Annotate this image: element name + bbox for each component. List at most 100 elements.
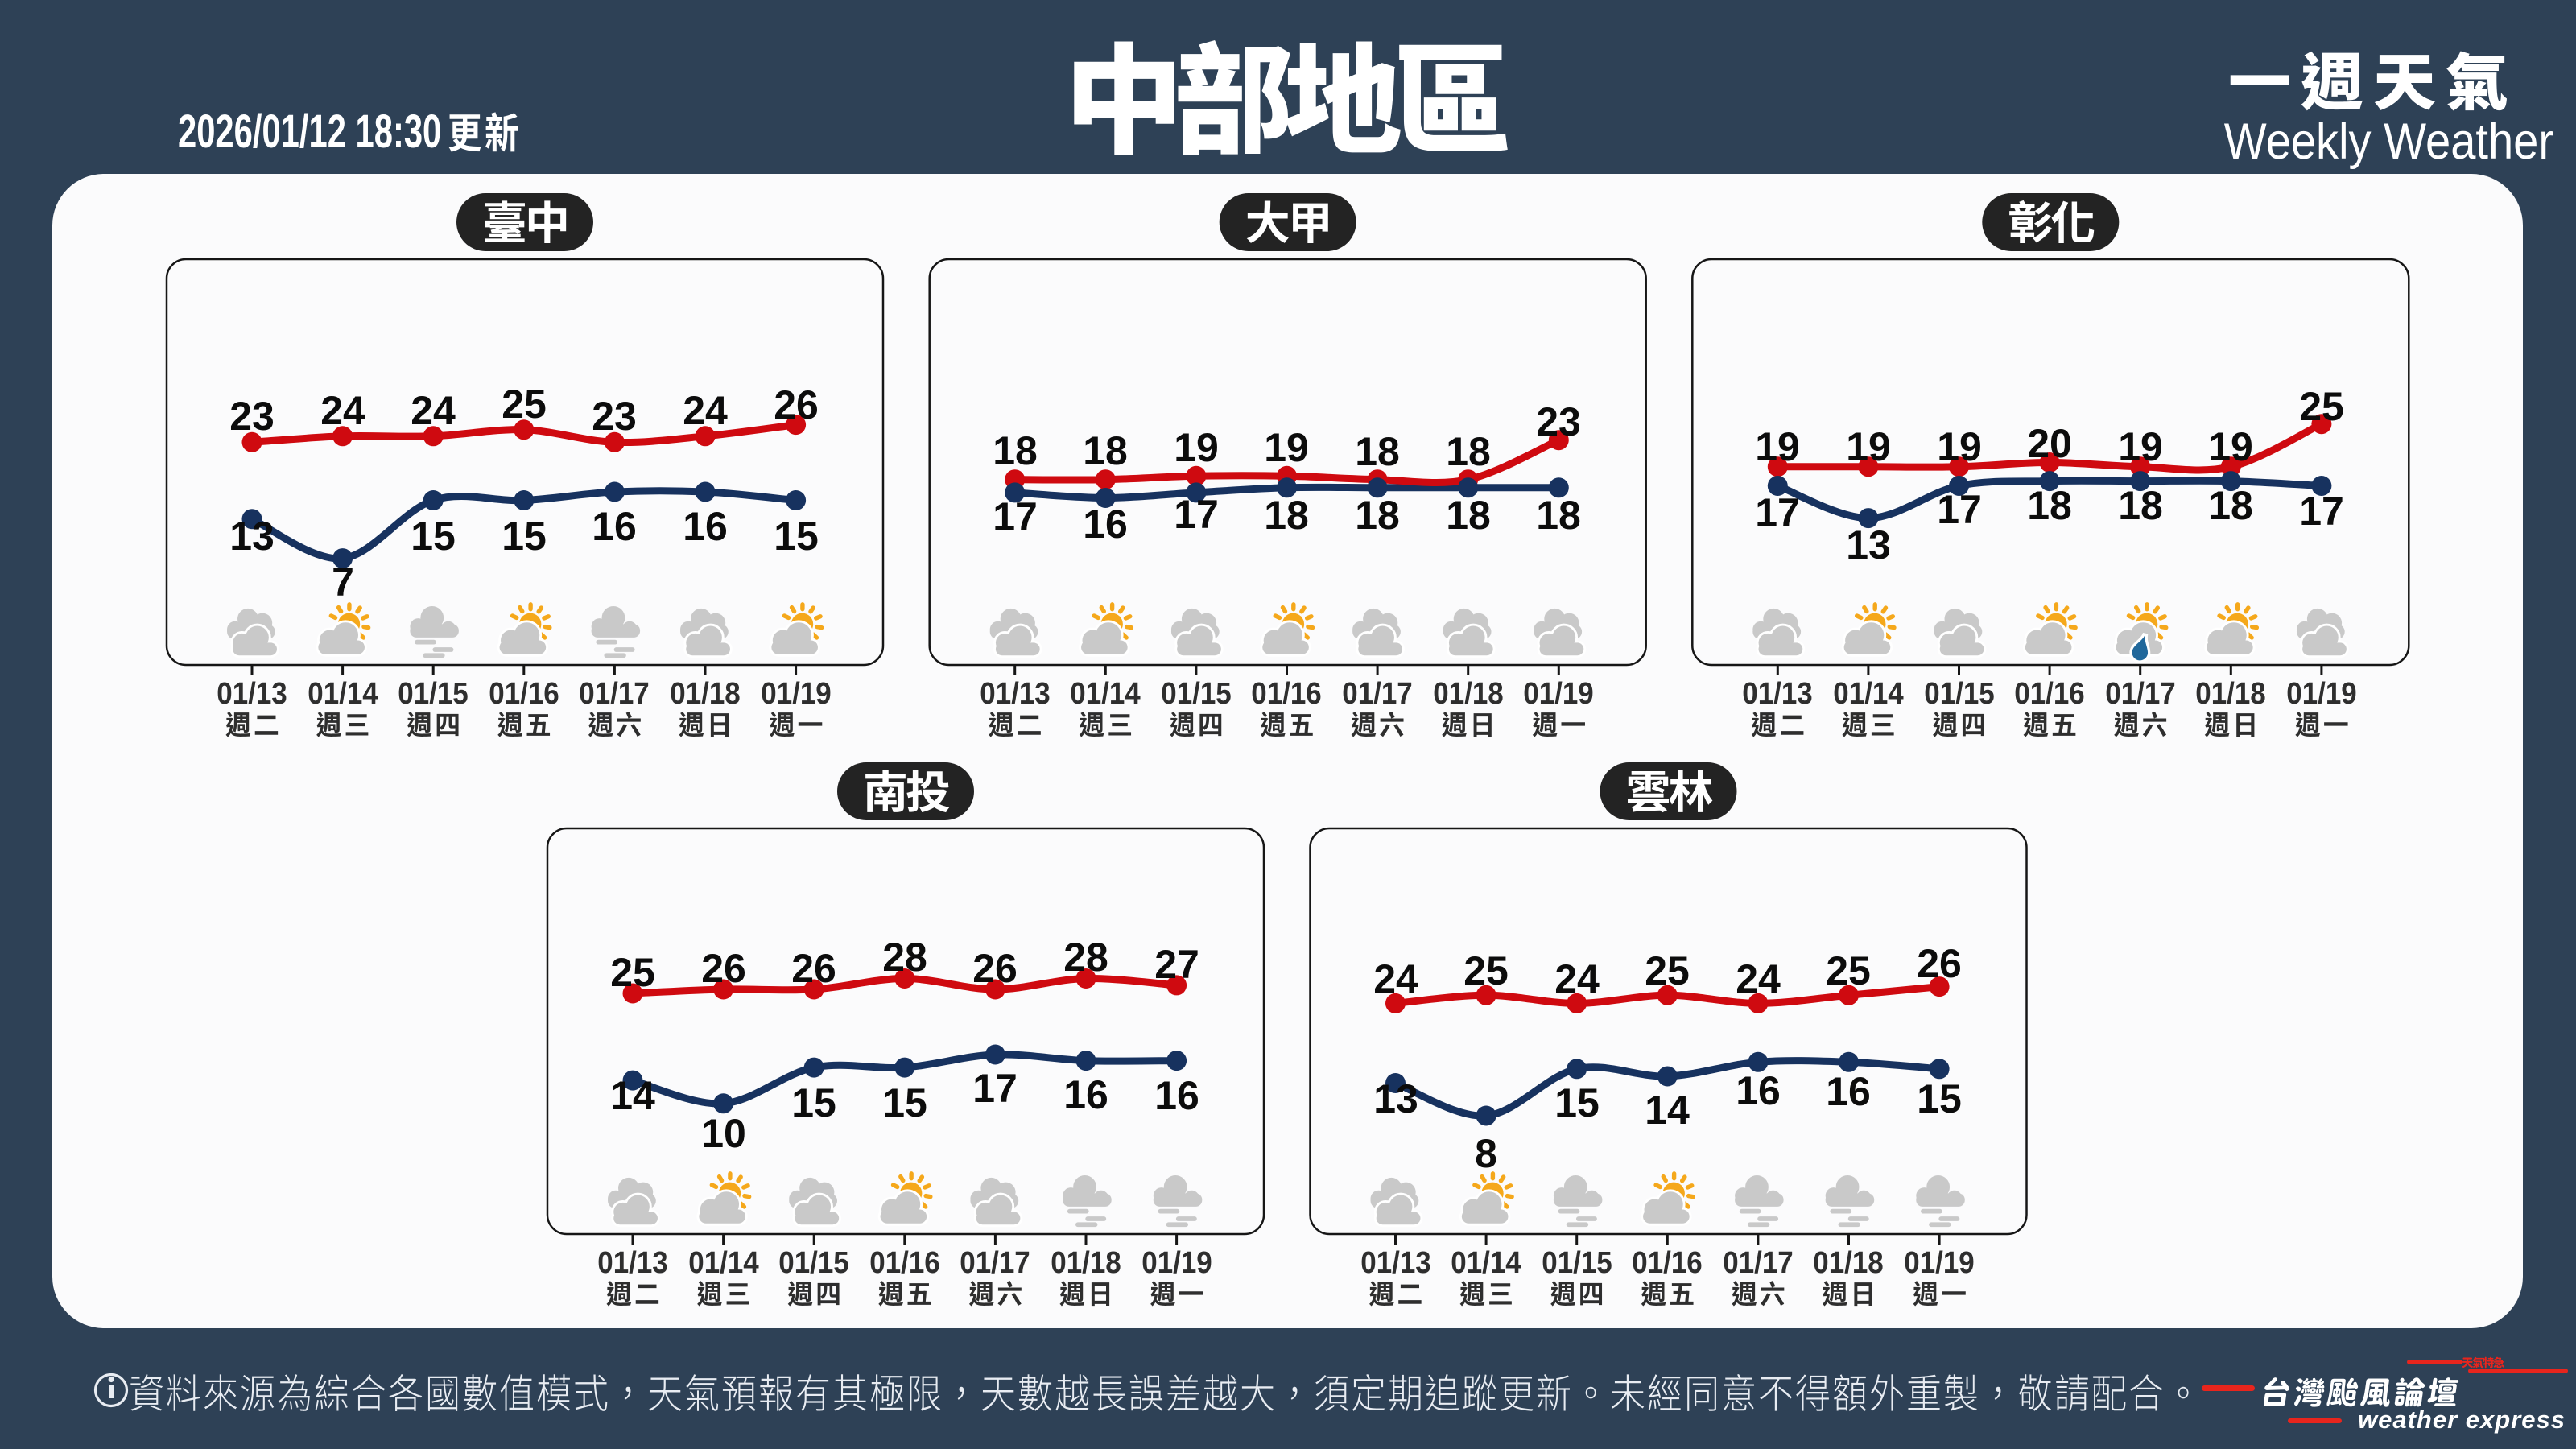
svg-text:25: 25 (1826, 948, 1871, 993)
svg-text:15: 15 (502, 514, 547, 559)
svg-text:15: 15 (791, 1080, 836, 1125)
svg-text:24: 24 (1554, 956, 1600, 1001)
svg-text:19: 19 (1174, 425, 1219, 470)
svg-text:01/17: 01/17 (1723, 1245, 1793, 1280)
svg-text:18: 18 (1083, 428, 1128, 473)
svg-text:01/17: 01/17 (2105, 676, 2175, 711)
svg-text:15: 15 (411, 514, 456, 559)
svg-text:10: 10 (701, 1111, 746, 1156)
svg-text:19: 19 (1755, 424, 1800, 469)
svg-text:25: 25 (1463, 948, 1509, 993)
svg-text:18: 18 (1536, 493, 1581, 538)
svg-text:18: 18 (1355, 493, 1400, 538)
svg-text:01/19: 01/19 (1141, 1245, 1212, 1280)
svg-text:16: 16 (1736, 1068, 1781, 1113)
svg-text:26: 26 (701, 946, 746, 991)
svg-text:01/18: 01/18 (1051, 1245, 1121, 1280)
svg-text:27: 27 (1154, 942, 1199, 987)
svg-text:15: 15 (1554, 1080, 1600, 1125)
svg-text:18: 18 (2027, 483, 2072, 528)
svg-text:01/14: 01/14 (1451, 1245, 1521, 1280)
svg-text:17: 17 (972, 1066, 1018, 1111)
svg-text:01/17: 01/17 (579, 676, 649, 711)
svg-text:01/18: 01/18 (670, 676, 740, 711)
svg-text:19: 19 (1846, 424, 1891, 469)
svg-text:15: 15 (882, 1080, 927, 1125)
svg-text:24: 24 (1736, 956, 1781, 1001)
svg-text:17: 17 (2299, 489, 2344, 534)
svg-text:01/16: 01/16 (1251, 676, 1321, 711)
svg-text:18: 18 (1264, 493, 1309, 538)
svg-text:26: 26 (774, 382, 819, 427)
svg-text:01/19: 01/19 (2286, 676, 2356, 711)
svg-text:23: 23 (229, 394, 275, 439)
svg-text:01/13: 01/13 (597, 1245, 667, 1280)
svg-text:19: 19 (1264, 425, 1309, 470)
svg-text:17: 17 (1174, 492, 1219, 537)
svg-text:26: 26 (1917, 941, 1962, 986)
svg-text:01/15: 01/15 (1542, 1245, 1612, 1280)
svg-text:16: 16 (683, 504, 728, 549)
svg-text:01/13: 01/13 (980, 676, 1050, 711)
svg-text:15: 15 (1917, 1076, 1962, 1121)
svg-text:01/13: 01/13 (217, 676, 287, 711)
svg-text:7: 7 (332, 559, 354, 605)
svg-text:18: 18 (2208, 483, 2253, 528)
svg-text:20: 20 (2027, 421, 2072, 466)
svg-text:17: 17 (1755, 490, 1800, 535)
svg-text:18: 18 (993, 428, 1038, 473)
svg-text:16: 16 (1063, 1072, 1108, 1117)
svg-text:24: 24 (683, 388, 728, 433)
svg-text:01/14: 01/14 (1070, 676, 1141, 711)
svg-text:01/17: 01/17 (1342, 676, 1412, 711)
svg-text:23: 23 (592, 394, 637, 439)
svg-text:01/14: 01/14 (1833, 676, 1904, 711)
svg-text:16: 16 (592, 504, 637, 549)
svg-text:16: 16 (1083, 502, 1128, 547)
svg-text:14: 14 (610, 1073, 655, 1118)
svg-text:weather express: weather express (2358, 1406, 2566, 1434)
svg-text:28: 28 (1063, 935, 1108, 980)
svg-text:16: 16 (1826, 1069, 1871, 1114)
svg-text:01/19: 01/19 (1523, 676, 1593, 711)
svg-text:01/17: 01/17 (960, 1245, 1030, 1280)
svg-text:01/19: 01/19 (1904, 1245, 1974, 1280)
svg-text:01/15: 01/15 (1161, 676, 1231, 711)
svg-text:18: 18 (1355, 429, 1400, 474)
svg-text:01/15: 01/15 (1924, 676, 1994, 711)
svg-text:01/16: 01/16 (2014, 676, 2084, 711)
svg-text:01/19: 01/19 (761, 676, 831, 711)
svg-text:13: 13 (1846, 522, 1891, 568)
svg-text:01/13: 01/13 (1742, 676, 1812, 711)
svg-text:01/18: 01/18 (2195, 676, 2265, 711)
svg-text:01/13: 01/13 (1360, 1245, 1430, 1280)
svg-text:Weekly Weather: Weekly Weather (2224, 113, 2553, 170)
svg-text:14: 14 (1645, 1088, 1690, 1133)
svg-text:15: 15 (774, 514, 819, 559)
svg-text:01/15: 01/15 (778, 1245, 848, 1280)
svg-text:17: 17 (1937, 487, 1982, 532)
svg-text:01/16: 01/16 (1632, 1245, 1702, 1280)
svg-text:24: 24 (1373, 956, 1418, 1001)
svg-text:26: 26 (972, 946, 1018, 991)
svg-text:18: 18 (1446, 429, 1491, 474)
svg-text:19: 19 (2118, 424, 2163, 469)
svg-text:24: 24 (320, 388, 365, 433)
svg-text:18: 18 (1446, 493, 1491, 538)
svg-text:24: 24 (411, 388, 456, 433)
svg-text:25: 25 (2299, 384, 2344, 429)
svg-text:01/15: 01/15 (398, 676, 468, 711)
svg-text:25: 25 (502, 382, 547, 427)
svg-text:13: 13 (229, 514, 275, 559)
svg-text:19: 19 (2208, 424, 2253, 469)
svg-text:18: 18 (2118, 483, 2163, 528)
svg-text:01/14: 01/14 (308, 676, 378, 711)
svg-text:16: 16 (1154, 1073, 1199, 1118)
svg-text:23: 23 (1536, 399, 1581, 444)
svg-text:8: 8 (1475, 1131, 1497, 1176)
svg-text:01/16: 01/16 (489, 676, 559, 711)
svg-text:28: 28 (882, 935, 927, 980)
svg-text:25: 25 (610, 950, 655, 995)
svg-text:26: 26 (791, 946, 836, 991)
svg-text:01/14: 01/14 (688, 1245, 759, 1280)
